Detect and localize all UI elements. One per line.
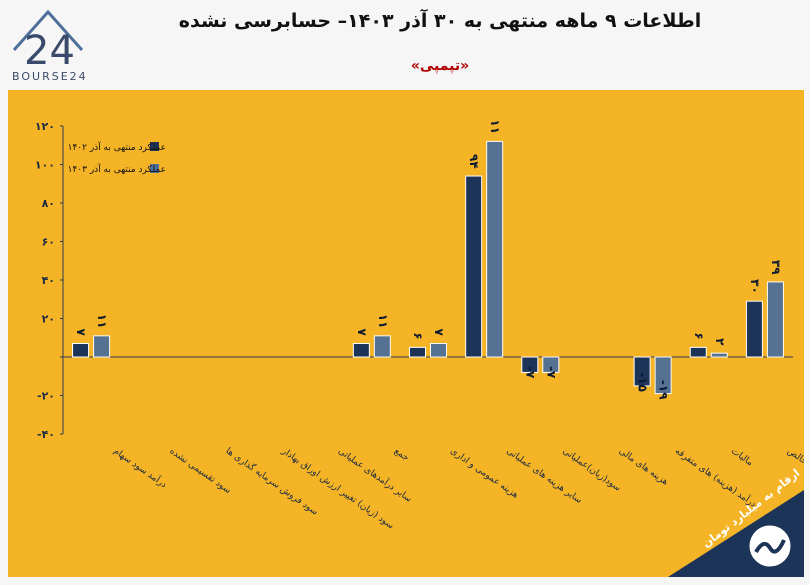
bar-1 [72, 343, 90, 358]
y-tick-label: -۲۰ [37, 390, 55, 403]
bar-2 [373, 335, 391, 358]
bar-1 [633, 356, 651, 387]
legend-label-2: عملکرد منتهی به آذر ۱۴۰۳ [68, 163, 166, 175]
bar-1 [745, 300, 763, 358]
legend-swatch-1 [150, 142, 159, 151]
page-subtitle: «تپمپی» [410, 58, 470, 74]
bar-1 [521, 356, 539, 373]
data-label: -۱۹ [657, 380, 671, 400]
bar-2 [430, 343, 447, 358]
logo-mark: 24 [24, 28, 75, 74]
category-label: جمع [392, 446, 410, 463]
y-tick-label: ۸۰ [42, 197, 55, 210]
data-label: -۷ [544, 366, 558, 379]
category-label: هزینه های مالی [617, 446, 670, 488]
legend-label-1: عملکرد منتهی به آذر ۱۴۰۲ [68, 141, 166, 153]
bar-2 [710, 352, 728, 358]
chart-panel: -۴۰ -۲۰ ۲۰ ۴۰ ۶۰ ۸۰ ۱۰۰ ۱۲۰ ۷ ۷ ۶ ۹۴ -۷ -۱۵ ۶ ۳۰ ۱۱ ۱۱ ۷ ۱… [8, 90, 804, 577]
data-label: ۶ [411, 332, 425, 339]
data-label: ۳۰ [748, 279, 762, 294]
category-label: سود تقسیمی نشده [168, 446, 233, 496]
category-label: سود (زیان) تغییر ارزش اوراق بهادار [279, 446, 395, 532]
y-tick-label: ۴۰ [42, 274, 55, 287]
data-label: ۲ [713, 338, 727, 346]
bars-layer [72, 140, 784, 395]
category-label: سود فروش سرمایه گذاری ها [224, 445, 321, 518]
y-tick-label: -۴۰ [37, 428, 55, 441]
y-tick-label: ۱۰۰ [35, 159, 55, 172]
data-label: ۹۴ [467, 154, 481, 169]
data-label: ۷ [355, 329, 369, 337]
legend: عملکرد منتهی به آذر ۱۴۰۲ عملکرد منتهی به … [68, 141, 166, 175]
bar-1 [409, 346, 426, 358]
page-title: اطلاعات ۹ ماهه منتهی به ۳۰ آذر ۱۴۰۳– حسا… [178, 10, 702, 32]
logo-text: BOURSE24 [12, 70, 88, 83]
logo-roof-shape [12, 9, 84, 52]
y-tick-label: ۶۰ [42, 236, 55, 249]
data-label: -۷ [523, 366, 537, 379]
bar-1 [689, 346, 707, 358]
category-label: سود(زیان)عملیاتی [561, 446, 623, 493]
data-label: ۱۱ [95, 314, 109, 329]
bar-1 [352, 343, 370, 358]
data-label: -۱۵ [636, 372, 650, 392]
y-tick-label: ۲۰ [42, 313, 55, 326]
data-label: ۷ [432, 329, 446, 337]
legend-swatch-2 [150, 164, 159, 173]
data-label: ۱۱ [376, 314, 390, 329]
bar-1 [465, 175, 483, 358]
y-tick-label: ۱۲۰ [35, 120, 55, 133]
category-label: درآمد سود سهام [111, 445, 169, 491]
data-label: ۷ [74, 329, 88, 337]
bar-2 [486, 140, 504, 358]
data-label: ۱۱ [488, 119, 502, 134]
bar-2 [542, 356, 560, 373]
data-label: ۳۹ [769, 260, 783, 275]
bourse24-logo: 24 [12, 9, 84, 74]
bar-2 [93, 335, 111, 358]
data-label: ۶ [692, 332, 706, 339]
brand-icon [746, 522, 794, 570]
trend-wave-icon [754, 539, 786, 554]
bar-2 [654, 356, 672, 395]
bar-2 [766, 281, 784, 358]
category-label: مالیات [729, 446, 755, 468]
